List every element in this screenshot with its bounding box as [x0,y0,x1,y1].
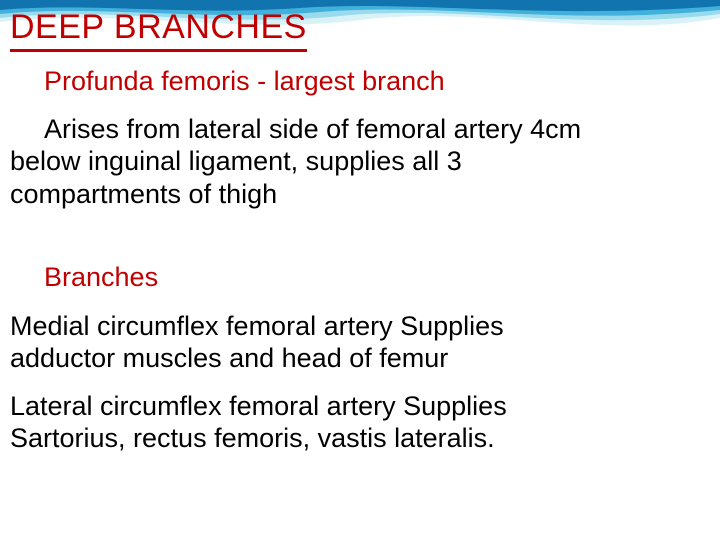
slide-title: DEEP BRANCHES [10,8,307,52]
para-line: Medial circumflex femoral artery Supplie… [10,311,504,341]
description-line: compartments of thigh [10,179,277,209]
slide-subtitle: Profunda femoris - largest branch [44,66,710,97]
description-line: Arises from lateral side of femoral arte… [44,114,581,144]
description-line: below inguinal ligament, supplies all 3 [10,146,462,176]
para-line: adductor muscles and head of femur [10,343,448,373]
description-text: Arises from lateral side of femoral arte… [10,113,710,210]
para-line: Lateral circumflex femoral artery Suppli… [10,391,507,421]
slide-content: DEEP BRANCHES Profunda femoris - largest… [0,0,720,481]
para-line: Sartorius, rectus femoris, vastis latera… [10,423,495,453]
section-label: Branches [44,262,710,293]
paragraph-2: Lateral circumflex femoral artery Suppli… [10,391,710,455]
paragraph-1: Medial circumflex femoral artery Supplie… [10,311,710,375]
